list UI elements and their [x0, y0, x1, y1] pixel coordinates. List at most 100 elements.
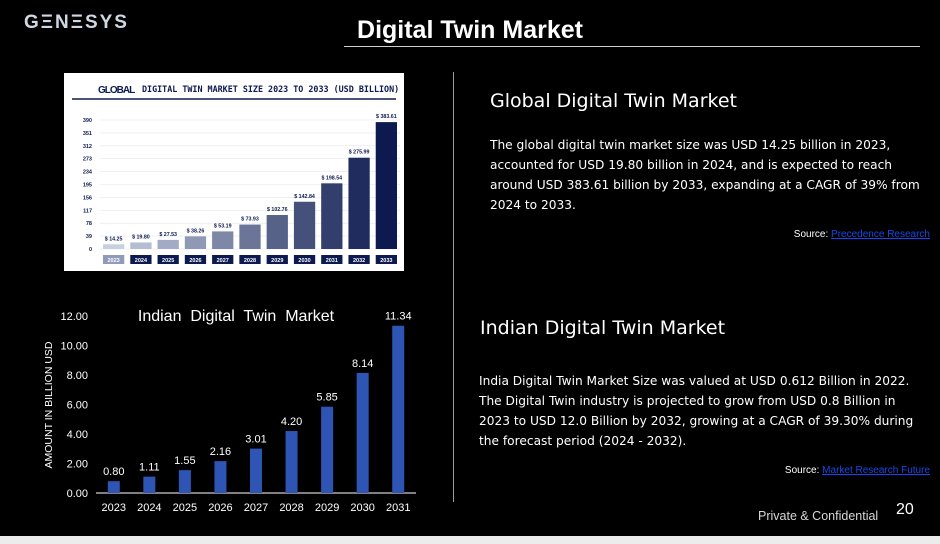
global-data-label: $ 53.19: [214, 223, 232, 229]
title-underline: [344, 46, 920, 47]
indian-bar: [250, 448, 262, 493]
indian-xtick-label: 2028: [279, 502, 303, 514]
indian-bar: [178, 470, 191, 493]
indian-section-heading: Indian Digital Twin Market: [480, 317, 726, 339]
page-number: 20: [896, 501, 914, 518]
global-ytick-label: 0: [89, 247, 92, 253]
indian-data-label: 8.14: [352, 358, 373, 370]
global-source-link[interactable]: Precedence Research: [831, 229, 930, 240]
global-data-label: $ 275.99: [349, 150, 370, 156]
page-title: Digital Twin Market: [357, 16, 583, 44]
indian-bar: [392, 325, 405, 493]
indian-source-link[interactable]: Market Research Future: [822, 465, 930, 476]
global-ytick-label: 117: [83, 208, 92, 214]
global-ytick-label: 390: [83, 118, 92, 124]
indian-data-label: 5.85: [316, 392, 337, 404]
global-xtick-box: [212, 255, 234, 264]
indian-data-label: 1.55: [174, 455, 195, 467]
global-data-label: $ 38.26: [187, 228, 205, 234]
global-ytick-label: 78: [86, 221, 92, 227]
global-bar: [375, 122, 397, 249]
global-xtick-label: 2029: [271, 258, 283, 264]
vertical-divider: [453, 72, 454, 502]
global-bar: [103, 244, 125, 249]
global-xtick-box: [103, 255, 125, 264]
global-xtick-label: 2030: [298, 258, 310, 264]
global-xtick-box: [321, 255, 343, 264]
global-ytick-label: 195: [83, 183, 92, 189]
global-xtick-box: [239, 255, 261, 264]
global-xtick-label: 2025: [162, 258, 174, 264]
indian-xtick-label: 2031: [386, 502, 410, 514]
global-ytick-label: 39: [86, 234, 92, 240]
global-data-label: $ 73.93: [241, 217, 259, 223]
indian-xtick-label: 2023: [102, 502, 126, 514]
indian-data-label: 2.16: [210, 446, 231, 458]
global-bar: [184, 236, 207, 249]
global-xtick-box: [266, 255, 288, 264]
company-logo: GΞNΞSYS: [24, 12, 129, 33]
global-data-label: $ 102.76: [267, 207, 288, 213]
global-xtick-box: [293, 255, 316, 264]
global-source-label: Source:: [793, 229, 829, 240]
indian-ytick-label: 4.00: [67, 429, 88, 441]
indian-xtick-label: 2025: [173, 502, 197, 514]
indian-chart-panel: Indian Digital Twin Market AMOUNT IN BIL…: [32, 300, 442, 522]
indian-data-label: 11.34: [385, 311, 412, 323]
indian-data-label: 3.01: [245, 434, 266, 446]
global-data-label: $ 19.80: [132, 234, 150, 240]
indian-xtick-label: 2026: [208, 502, 232, 514]
global-xtick-label: 2033: [380, 258, 392, 264]
global-bar: [212, 231, 234, 249]
global-chart-title-prefix: GLOBAL: [98, 85, 135, 96]
indian-data-label: 1.11: [139, 462, 160, 474]
global-bar: [157, 239, 179, 249]
global-xtick-label: 2031: [326, 258, 338, 264]
indian-source: Source: Market Research Future: [680, 465, 930, 476]
global-xtick-box: [375, 255, 397, 264]
global-chart-panel: GLOBAL DIGITAL TWIN MARKET SIZE 2023 TO …: [64, 73, 404, 271]
global-xtick-label: 2026: [189, 258, 201, 264]
indian-xtick-label: 2024: [137, 502, 161, 514]
indian-section-paragraph: India Digital Twin Market Size was value…: [479, 374, 914, 448]
indian-chart: Indian Digital Twin Market AMOUNT IN BIL…: [43, 308, 416, 514]
global-ytick-label: 273: [83, 157, 92, 163]
bottom-bar: [0, 536, 940, 544]
indian-bar: [321, 406, 334, 493]
indian-ytick-label: 2.00: [67, 459, 88, 471]
global-section-paragraph: The global digital twin market size was …: [490, 138, 920, 212]
indian-bar: [143, 476, 156, 493]
indian-bar: [214, 461, 227, 493]
global-xtick-box: [348, 255, 370, 264]
global-xtick-label: 2032: [353, 258, 365, 264]
global-xtick-box: [157, 255, 179, 264]
global-bar: [266, 215, 288, 249]
global-data-label: $ 142.84: [294, 194, 315, 200]
global-ytick-label: 156: [83, 195, 92, 201]
global-bar: [348, 157, 370, 249]
indian-bar: [107, 481, 120, 493]
global-bar: [239, 224, 261, 249]
indian-bar: [356, 372, 369, 493]
indian-xtick-label: 2029: [315, 502, 339, 514]
global-xtick-box: [130, 255, 152, 264]
global-data-label: $ 383.61: [376, 114, 397, 120]
indian-chart-ylabel: AMOUNT IN BILLION USD: [43, 341, 55, 468]
global-xtick-box: [184, 255, 207, 264]
global-xtick-label: 2024: [135, 258, 148, 264]
indian-ytick-label: 0.00: [67, 488, 88, 500]
indian-data-label: 0.80: [103, 466, 124, 478]
indian-ytick-label: 6.00: [67, 400, 88, 412]
global-bar: [293, 201, 316, 249]
indian-chart-title: Indian Digital Twin Market: [138, 308, 335, 325]
global-xtick-label: 2027: [217, 258, 229, 264]
indian-ytick-label: 10.00: [60, 341, 88, 353]
global-ytick-label: 351: [83, 131, 92, 137]
global-xtick-label: 2028: [244, 258, 256, 264]
confidential-note: Private & Confidential: [758, 509, 879, 523]
global-data-label: $ 14.25: [105, 236, 123, 242]
global-bar: [321, 183, 343, 249]
global-bar: [130, 242, 152, 249]
indian-bar: [285, 431, 298, 493]
indian-source-label: Source:: [784, 465, 820, 476]
